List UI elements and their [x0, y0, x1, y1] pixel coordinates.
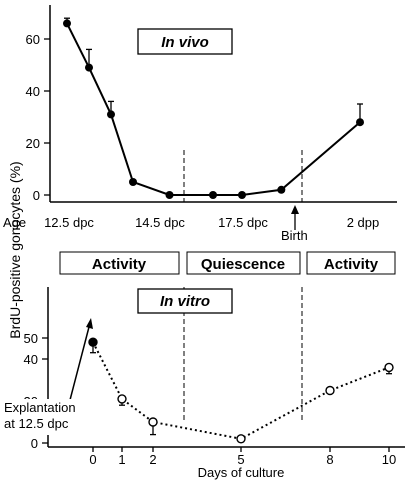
invitro-data-point — [88, 337, 98, 347]
invivo-xtick-label: 12.5 dpc — [44, 215, 94, 230]
phase-label-quiescence: Quiescence — [201, 256, 285, 273]
invitro-title: In vitro — [160, 293, 210, 310]
invitro-xtick-label: 2 — [149, 452, 156, 467]
phase-box-activity-2 — [306, 251, 396, 275]
invitro-xtick-label: 0 — [89, 452, 96, 467]
invivo-data-point — [107, 110, 115, 119]
explantation-arrowhead — [86, 318, 93, 329]
explantation-label-bg — [0, 399, 112, 435]
invivo-xtick-label: 2 dpp — [347, 215, 380, 230]
invitro-xtick-label: 1 — [118, 452, 125, 467]
invitro-xtick-label: 10 — [382, 452, 396, 467]
birth-arrowhead — [291, 205, 299, 214]
invivo-title: In vivo — [161, 34, 209, 51]
invitro-data-point — [384, 362, 394, 373]
invitro-ytick-label: 0 — [31, 436, 38, 451]
invivo-data-point — [238, 191, 246, 199]
invivo-data-point — [277, 185, 286, 194]
invivo-data-point — [356, 118, 364, 127]
invivo-ytick-label: 0 — [33, 188, 40, 203]
invitro-ytick-label: 50 — [24, 331, 38, 346]
phase-label-activity-2: Activity — [324, 256, 379, 273]
invitro-data-point — [117, 394, 127, 404]
y-axis-label: BrdU-positive gonocytes (%) — [7, 161, 23, 338]
birth-label: Birth — [281, 228, 308, 243]
age-label: Age — [3, 215, 26, 230]
invitro-ytick-label: 40 — [24, 352, 38, 367]
explantation-label: Explantation at 12.5 dpc — [4, 400, 79, 431]
invivo-data-point — [165, 191, 174, 199]
invitro-data-point — [148, 417, 158, 427]
invitro-data-point — [236, 434, 246, 444]
invivo-title-box — [137, 28, 233, 55]
invivo-data-point — [129, 178, 137, 186]
invivo-data-point — [63, 19, 71, 28]
invivo-xtick-label: 14.5 dpc — [135, 215, 185, 230]
invitro-xtick-label: 5 — [237, 452, 244, 467]
phase-label-activity-1: Activity — [92, 256, 147, 273]
invitro-xtick-label: 8 — [326, 452, 333, 467]
invitro-title-box — [137, 288, 233, 314]
invivo-xtick-label: 17.5 dpc — [218, 215, 268, 230]
invivo-ytick-label: 40 — [26, 84, 40, 99]
invivo-data-point — [209, 191, 217, 199]
invivo-ytick-label: 60 — [26, 32, 40, 47]
invitro-series-line — [92, 341, 390, 440]
invitro-x-label: Days of culture — [198, 465, 285, 480]
explantation-arrow — [69, 326, 90, 401]
phase-box-quiescence — [186, 251, 301, 275]
invivo-ytick-label: 20 — [26, 136, 40, 151]
invivo-data-point — [85, 63, 93, 72]
phase-box-activity-1 — [59, 251, 180, 275]
invitro-data-point — [325, 385, 335, 396]
